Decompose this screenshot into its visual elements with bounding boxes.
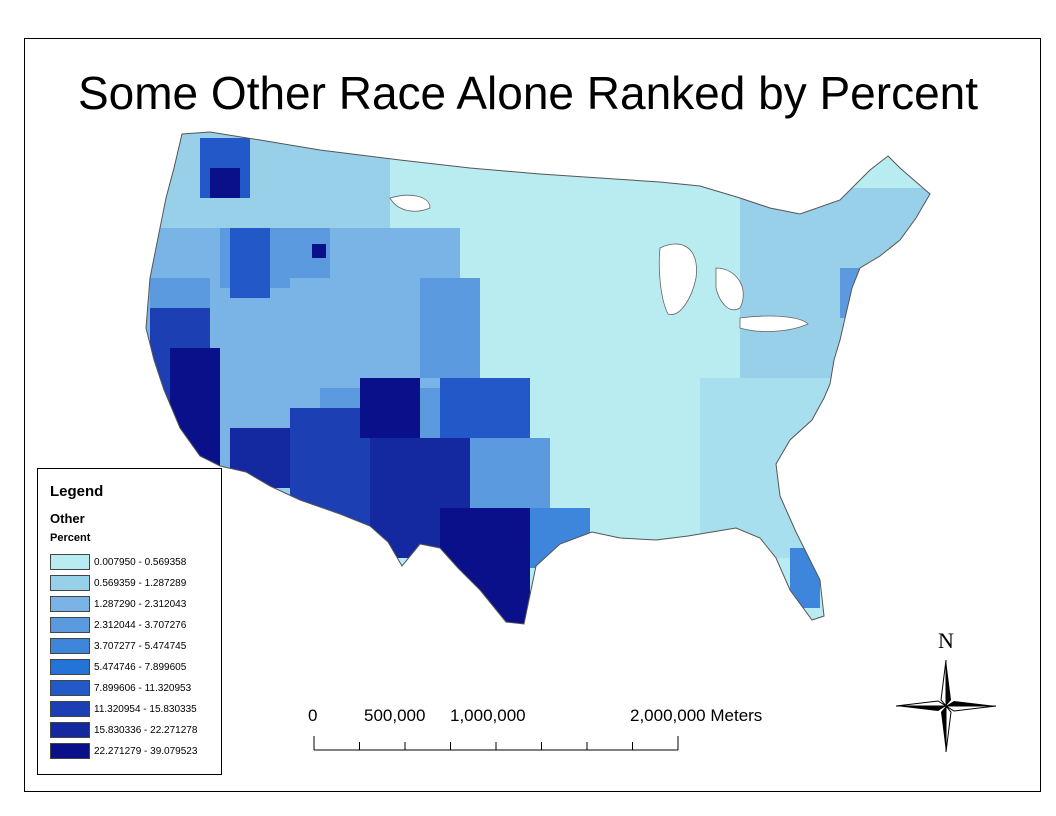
scale-bar: 0 500,000 1,000,000 2,000,000 Meters <box>300 706 762 766</box>
scale-label-1m: 1,000,000 <box>450 706 526 725</box>
legend-swatch <box>50 659 90 675</box>
county-region-texas-east <box>530 508 590 568</box>
county-region-new-mexico <box>290 408 370 538</box>
legend-field-name: Percent <box>50 532 91 544</box>
county-region-south-florida <box>790 548 820 608</box>
lake-erie <box>739 315 809 332</box>
legend-class: 11.320954 - 15.830335 <box>50 700 197 718</box>
legend-class-label: 5.474746 - 7.899605 <box>94 661 187 673</box>
legend-class: 0.569359 - 1.287289 <box>50 574 186 592</box>
legend-class: 22.271279 - 39.079523 <box>50 742 197 760</box>
legend-swatch <box>50 743 90 759</box>
legend-class: 5.474746 - 7.899605 <box>50 658 186 676</box>
legend-class-label: 0.007950 - 0.569358 <box>94 556 187 568</box>
county-region-idaho-south <box>230 228 270 298</box>
legend-class-label: 7.899606 - 11.320953 <box>94 682 192 694</box>
legend-layer-name: Other <box>50 511 85 526</box>
county-region-central-valley <box>170 348 220 478</box>
legend-swatch <box>50 617 90 633</box>
legend-class: 7.899606 - 11.320953 <box>50 679 191 697</box>
legend-class: 2.312044 - 3.707276 <box>50 616 186 634</box>
legend-swatch <box>50 722 90 738</box>
compass-rose-icon <box>895 659 997 753</box>
map-legend: Legend Other Percent 0.007950 - 0.569358… <box>37 468 222 775</box>
county-region-arizona-south <box>230 428 300 488</box>
legend-class: 3.707277 - 5.474745 <box>50 637 186 655</box>
county-region-nebraska <box>420 278 480 378</box>
legend-class: 15.830336 - 22.271278 <box>50 721 197 739</box>
legend-swatch <box>50 596 90 612</box>
county-region-texas-south <box>440 508 530 624</box>
legend-class-label: 3.707277 - 5.474745 <box>94 640 187 652</box>
legend-class-label: 22.271279 - 39.079523 <box>94 745 198 757</box>
lake-michigan <box>658 243 697 315</box>
scale-label-zero: 0 <box>308 706 318 725</box>
legend-class-label: 0.569359 - 1.287289 <box>94 577 187 589</box>
county-fill-layer <box>146 132 930 624</box>
county-region-colorado-south <box>360 378 420 438</box>
county-region-oklahoma <box>470 438 550 508</box>
scale-label-500k: 500,000 <box>364 706 426 725</box>
legend-swatch <box>50 680 90 696</box>
legend-class-label: 15.830336 - 22.271278 <box>94 724 198 736</box>
lake-huron <box>715 267 744 311</box>
us-county-choropleth-map <box>145 131 931 625</box>
scale-label-2m: 2,000,000 Meters <box>630 706 763 725</box>
county-region-utah <box>290 278 410 368</box>
legend-class-label: 2.312044 - 3.707276 <box>94 619 187 631</box>
county-region-wyoming-spot <box>312 244 326 258</box>
legend-heading: Legend <box>50 483 104 500</box>
map-title: Some Other Race Alone Ranked by Percent <box>77 67 979 119</box>
legend-class-label: 11.320954 - 15.830335 <box>94 703 197 715</box>
white-gap-montana <box>389 194 431 212</box>
county-region-yakima <box>210 168 240 198</box>
county-region-kansas-west <box>440 378 530 438</box>
legend-class: 1.287290 - 2.312043 <box>50 595 186 613</box>
scale-bar-ruler <box>313 736 679 751</box>
legend-swatch <box>50 554 90 570</box>
legend-class-label: 1.287290 - 2.312043 <box>94 598 187 610</box>
north-label: N <box>938 628 954 653</box>
legend-swatch <box>50 638 90 654</box>
legend-class: 0.007950 - 0.569358 <box>50 553 186 571</box>
north-arrow: N <box>894 628 998 758</box>
legend-swatch <box>50 701 90 717</box>
legend-swatch <box>50 575 90 591</box>
county-region-new-york <box>840 268 900 318</box>
